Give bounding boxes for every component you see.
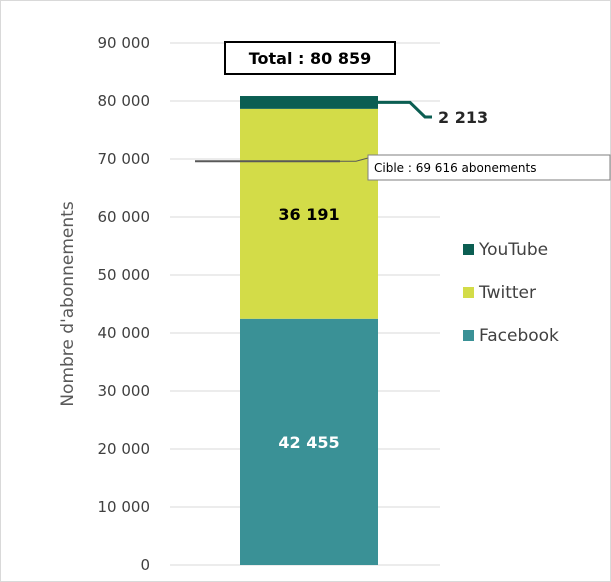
- target-leader-line: [340, 157, 369, 162]
- total-box: [224, 41, 396, 75]
- data-label-facebook: 42 455: [278, 433, 339, 452]
- bar-segment-twitter: [240, 108, 378, 319]
- y-tick-label: 50 000: [98, 266, 151, 284]
- y-tick-label: 10 000: [98, 498, 151, 516]
- legend-swatch-youtube: [463, 244, 474, 255]
- y-tick-label: 30 000: [98, 382, 151, 400]
- data-label-youtube: 2 213: [438, 108, 488, 127]
- legend: YouTube Twitter Facebook: [463, 240, 559, 346]
- legend-label-youtube: YouTube: [478, 240, 548, 260]
- y-tick-label: 0: [140, 556, 150, 574]
- y-tick-label: 20 000: [98, 440, 151, 458]
- youtube-leader-line: [378, 100, 432, 119]
- legend-swatch-twitter: [463, 287, 474, 298]
- bar-segment-facebook: [240, 318, 378, 565]
- bar-segment-youtube: [240, 96, 378, 109]
- y-tick-label: 80 000: [98, 92, 151, 110]
- segment-labels: 42 455 36 191 2 213: [278, 100, 488, 452]
- y-axis-ticks: 0 10 000 20 000 30 000 40 000 50 000 60 000 70 …: [98, 34, 151, 574]
- data-label-twitter: 36 191: [278, 205, 339, 224]
- y-tick-label: 90 000: [98, 34, 151, 52]
- legend-swatch-facebook: [463, 330, 474, 341]
- bar-stack: [240, 96, 378, 565]
- legend-label-twitter: Twitter: [478, 283, 536, 303]
- y-tick-label: 60 000: [98, 208, 151, 226]
- total-label: Total : 80 859: [249, 49, 371, 68]
- y-axis-label: Nombre d'abonnements: [58, 201, 78, 406]
- legend-label-facebook: Facebook: [479, 326, 559, 346]
- y-tick-label: 40 000: [98, 324, 151, 342]
- y-tick-label: 70 000: [98, 150, 151, 168]
- annotations: Total : 80 859 Cible : 69 616 abonements: [195, 41, 611, 181]
- target-callout-box: [367, 154, 611, 181]
- target-label: Cible : 69 616 abonements: [374, 161, 536, 175]
